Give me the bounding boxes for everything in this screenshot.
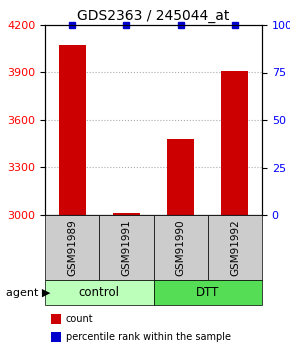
Bar <box>167 139 194 215</box>
Text: control: control <box>79 286 120 299</box>
Text: GSM91992: GSM91992 <box>230 219 240 276</box>
Text: GSM91989: GSM91989 <box>67 219 77 276</box>
Bar <box>221 71 249 215</box>
Text: GSM91991: GSM91991 <box>122 219 131 276</box>
Title: GDS2363 / 245044_at: GDS2363 / 245044_at <box>77 9 230 22</box>
Text: DTT: DTT <box>196 286 220 299</box>
Bar <box>113 214 140 215</box>
Text: GSM91990: GSM91990 <box>176 219 186 276</box>
Text: count: count <box>66 314 93 324</box>
Bar <box>59 45 86 215</box>
Text: percentile rank within the sample: percentile rank within the sample <box>66 332 231 342</box>
Text: agent ▶: agent ▶ <box>6 287 50 297</box>
